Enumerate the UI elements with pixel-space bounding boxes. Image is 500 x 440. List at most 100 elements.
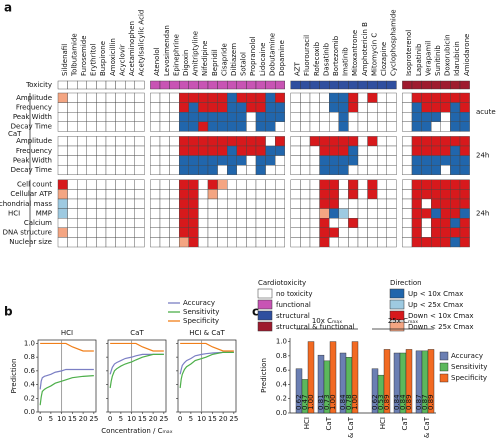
heat-cell bbox=[246, 237, 257, 248]
heat-cell bbox=[348, 136, 359, 147]
toxicity-cell bbox=[198, 80, 209, 90]
toxicity-label: Toxicity bbox=[25, 81, 52, 89]
heat-cell bbox=[96, 111, 107, 122]
x-tick-label: HCI & CaT bbox=[347, 416, 355, 440]
heat-cell bbox=[386, 111, 397, 122]
heat-cell bbox=[450, 121, 461, 132]
heat-cell bbox=[421, 189, 432, 200]
legend-swatch bbox=[389, 310, 405, 321]
heat-cell bbox=[255, 111, 266, 122]
heat-cell bbox=[134, 217, 145, 228]
heat-cell bbox=[386, 198, 397, 209]
heat-cell bbox=[402, 179, 413, 190]
heat-cell bbox=[86, 155, 97, 166]
heat-cell bbox=[421, 237, 432, 248]
heat-cell bbox=[367, 121, 378, 132]
heat-cell bbox=[338, 189, 349, 200]
legend-swatch bbox=[389, 321, 405, 332]
heat-cell bbox=[290, 121, 301, 132]
heat-cell bbox=[86, 121, 97, 132]
heat-cell bbox=[329, 121, 340, 132]
heat-cell bbox=[178, 217, 189, 228]
heat-cell bbox=[386, 227, 397, 238]
heat-cell bbox=[169, 111, 180, 122]
heat-cell bbox=[421, 121, 432, 132]
heat-cell bbox=[367, 164, 378, 175]
heat-cell bbox=[386, 179, 397, 190]
drug-label: Amiodarone bbox=[463, 34, 471, 76]
heat-cell bbox=[450, 145, 461, 156]
heat-cell bbox=[236, 227, 247, 238]
drug-label: Mitomycin C bbox=[370, 33, 378, 76]
heat-cell bbox=[329, 189, 340, 200]
heat-cell bbox=[348, 92, 359, 103]
heat-cell bbox=[265, 111, 276, 122]
heat-cell bbox=[338, 111, 349, 122]
heat-cell bbox=[411, 155, 422, 166]
heat-cell bbox=[226, 155, 237, 166]
heat-cell bbox=[236, 217, 247, 228]
heat-cell bbox=[67, 179, 78, 190]
heat-cell bbox=[459, 237, 470, 248]
value-label: 0.84 bbox=[393, 394, 401, 410]
heat-cell bbox=[440, 136, 451, 147]
subplot-title: HCI bbox=[61, 329, 73, 337]
legend-swatch bbox=[439, 362, 449, 372]
heat-cell bbox=[402, 227, 413, 238]
heat-cell bbox=[357, 155, 368, 166]
heat-cell bbox=[348, 179, 359, 190]
heat-cell bbox=[338, 155, 349, 166]
heat-cell bbox=[255, 208, 266, 219]
heat-cell bbox=[300, 155, 311, 166]
heat-cell bbox=[450, 179, 461, 190]
heat-cell bbox=[134, 208, 145, 219]
toxicity-cell bbox=[217, 80, 228, 90]
heat-cell bbox=[246, 145, 257, 156]
heat-cell bbox=[377, 208, 388, 219]
toxicity-cell bbox=[411, 80, 422, 90]
heat-cell bbox=[67, 136, 78, 147]
heat-cell bbox=[265, 155, 276, 166]
heat-cell bbox=[134, 92, 145, 103]
legend-title: Cardiotoxicity bbox=[258, 279, 306, 287]
y-tick-label: 0.8 bbox=[276, 352, 287, 360]
toxicity-cell bbox=[402, 80, 413, 90]
toxicity-cell bbox=[357, 80, 368, 90]
legend-label: Up < 10x Cmax bbox=[408, 290, 463, 298]
drug-label: Dopamine bbox=[278, 40, 286, 76]
heat-cell bbox=[96, 121, 107, 132]
heat-cell bbox=[57, 198, 68, 209]
series-line bbox=[39, 375, 94, 406]
toxicity-cell bbox=[431, 80, 442, 90]
heat-cell bbox=[431, 155, 442, 166]
heat-cell bbox=[440, 189, 451, 200]
heat-cell bbox=[96, 164, 107, 175]
toxicity-cell bbox=[348, 80, 359, 90]
heat-cell bbox=[236, 237, 247, 248]
heat-cell bbox=[246, 164, 257, 175]
heat-cell bbox=[188, 208, 199, 219]
heat-cell bbox=[217, 92, 228, 103]
heat-cell bbox=[459, 92, 470, 103]
value-label: 0.87 bbox=[415, 394, 423, 410]
toxicity-cell bbox=[440, 80, 451, 90]
heat-cell bbox=[86, 208, 97, 219]
heat-cell bbox=[86, 227, 97, 238]
heat-cell bbox=[329, 164, 340, 175]
heat-cell bbox=[431, 92, 442, 103]
toxicity-cell bbox=[459, 80, 470, 90]
heat-cell bbox=[411, 189, 422, 200]
heat-cell bbox=[459, 102, 470, 113]
heat-cell bbox=[319, 155, 330, 166]
heat-cell bbox=[226, 198, 237, 209]
heat-cell bbox=[169, 155, 180, 166]
heat-cell bbox=[377, 121, 388, 132]
heat-cell bbox=[159, 208, 170, 219]
heat-cell bbox=[329, 155, 340, 166]
heat-cell bbox=[150, 208, 161, 219]
toxicity-cell bbox=[377, 80, 388, 90]
heat-cell bbox=[348, 237, 359, 248]
bar bbox=[329, 341, 337, 414]
heat-cell bbox=[76, 111, 87, 122]
heat-cell bbox=[150, 179, 161, 190]
